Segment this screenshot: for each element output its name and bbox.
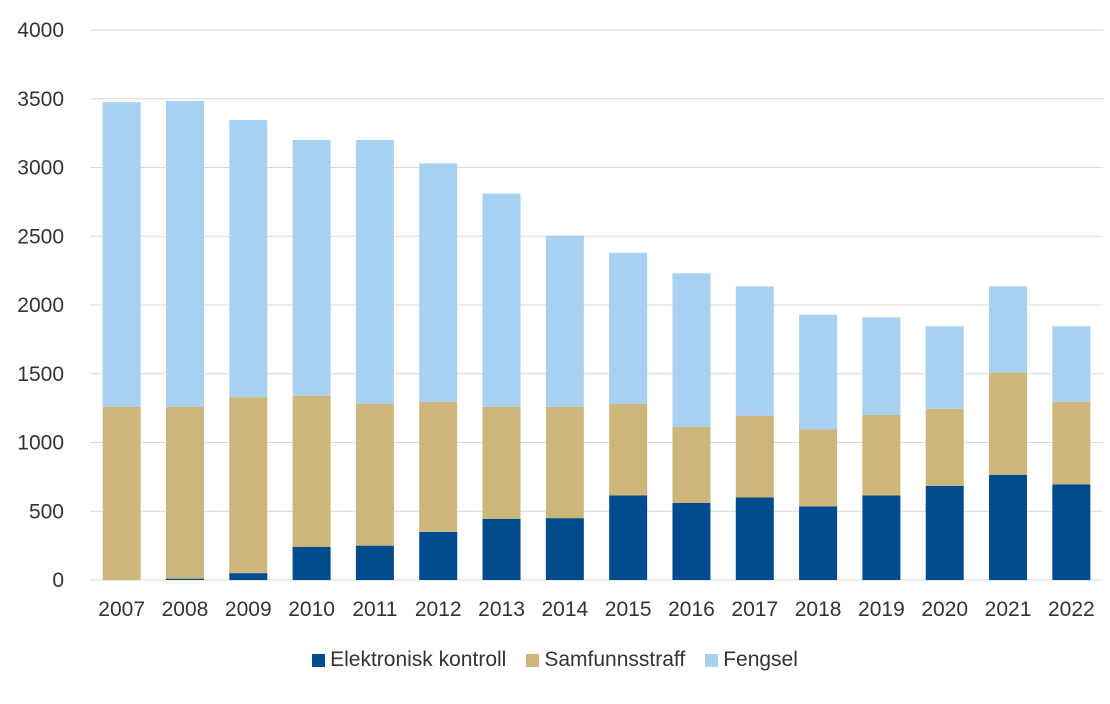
y-tick-label: 2000 bbox=[17, 294, 64, 317]
bar-fengsel-2011 bbox=[355, 140, 394, 404]
bar-fengsel-2017 bbox=[735, 286, 774, 416]
bar-fengsel-2007 bbox=[102, 102, 141, 407]
bar-fengsel-2009 bbox=[229, 120, 268, 398]
bar-fengsel-2014 bbox=[545, 235, 584, 407]
bar-fengsel-2018 bbox=[799, 314, 838, 430]
legend-swatch bbox=[526, 653, 540, 667]
bar-samfunnsstraff-2007 bbox=[102, 406, 141, 580]
bar-fengsel-2022 bbox=[1052, 326, 1091, 402]
x-tick-label: 2010 bbox=[288, 598, 335, 621]
x-tick-label: 2008 bbox=[162, 598, 209, 621]
bar-elektronisk-kontroll-2008 bbox=[165, 578, 204, 580]
x-tick-label: 2014 bbox=[541, 598, 588, 621]
bar-elektronisk-kontroll-2022 bbox=[1052, 484, 1091, 580]
legend-item: Samfunnsstraff bbox=[526, 648, 685, 672]
bar-samfunnsstraff-2016 bbox=[672, 426, 711, 503]
x-tick-label: 2020 bbox=[921, 598, 968, 621]
bar-elektronisk-kontroll-2011 bbox=[355, 545, 394, 580]
bar-elektronisk-kontroll-2021 bbox=[989, 474, 1028, 580]
bar-elektronisk-kontroll-2010 bbox=[292, 547, 331, 580]
bar-elektronisk-kontroll-2009 bbox=[229, 573, 268, 580]
bar-fengsel-2016 bbox=[672, 273, 711, 427]
x-tick-label: 2021 bbox=[985, 598, 1032, 621]
bar-samfunnsstraff-2013 bbox=[482, 406, 521, 519]
x-tick-label: 2012 bbox=[415, 598, 462, 621]
legend-label: Elektronisk kontroll bbox=[330, 648, 507, 671]
x-tick-label: 2011 bbox=[352, 598, 397, 621]
legend-swatch bbox=[705, 653, 719, 667]
bar-elektronisk-kontroll-2020 bbox=[925, 485, 964, 580]
x-tick-label: 2017 bbox=[731, 598, 778, 621]
x-tick-label: 2013 bbox=[478, 598, 525, 621]
bar-fengsel-2020 bbox=[925, 326, 964, 409]
bar-samfunnsstraff-2019 bbox=[862, 415, 901, 496]
bar-elektronisk-kontroll-2014 bbox=[545, 518, 584, 580]
bar-fengsel-2021 bbox=[989, 286, 1028, 373]
legend-swatch bbox=[312, 653, 326, 667]
bar-samfunnsstraff-2020 bbox=[925, 408, 964, 486]
x-axis-ticks: 2007 2008 2009 2010 2011 2012 2013 2014 2015 2016… bbox=[98, 598, 1094, 621]
legend-label: Fengsel bbox=[723, 648, 798, 671]
bar-fengsel-2015 bbox=[609, 252, 648, 404]
y-tick-label: 0 bbox=[52, 569, 64, 592]
bar-samfunnsstraff-2008 bbox=[165, 406, 204, 579]
bar-fengsel-2019 bbox=[862, 317, 901, 415]
bar-fengsel-2012 bbox=[419, 163, 458, 402]
legend: Elektronisk kontroll Samfunnsstraff Fengse… bbox=[0, 648, 1110, 672]
bar-elektronisk-kontroll-2019 bbox=[862, 495, 901, 580]
x-tick-label: 2016 bbox=[668, 598, 715, 621]
legend-item: Fengsel bbox=[705, 648, 798, 672]
bar-samfunnsstraff-2018 bbox=[799, 429, 838, 507]
bars bbox=[102, 100, 1091, 580]
bar-elektronisk-kontroll-2012 bbox=[419, 531, 458, 580]
y-tick-label: 1000 bbox=[17, 432, 64, 455]
y-tick-label: 3000 bbox=[17, 157, 64, 180]
bar-samfunnsstraff-2012 bbox=[419, 401, 458, 532]
x-tick-label: 2015 bbox=[605, 598, 652, 621]
y-tick-label: 3500 bbox=[17, 88, 64, 111]
legend-label: Samfunnsstraff bbox=[544, 648, 686, 671]
bar-elektronisk-kontroll-2018 bbox=[799, 506, 838, 580]
bar-samfunnsstraff-2014 bbox=[545, 406, 584, 519]
x-tick-label: 2022 bbox=[1048, 598, 1095, 621]
x-tick-label: 2009 bbox=[225, 598, 272, 621]
bar-samfunnsstraff-2017 bbox=[735, 415, 774, 498]
bar-fengsel-2010 bbox=[292, 140, 331, 396]
y-axis-ticks: 0 500 1000 1500 2000 2500 3000 3500 4000 bbox=[17, 19, 64, 592]
bar-elektronisk-kontroll-2015 bbox=[609, 495, 648, 580]
y-tick-label: 1500 bbox=[17, 363, 64, 386]
bar-samfunnsstraff-2010 bbox=[292, 395, 331, 547]
bar-samfunnsstraff-2015 bbox=[609, 404, 648, 496]
bar-elektronisk-kontroll-2013 bbox=[482, 518, 521, 580]
bar-samfunnsstraff-2011 bbox=[355, 404, 394, 546]
bar-elektronisk-kontroll-2016 bbox=[672, 503, 711, 580]
y-tick-label: 4000 bbox=[17, 19, 64, 42]
bar-fengsel-2008 bbox=[165, 100, 204, 407]
y-tick-label: 500 bbox=[29, 500, 64, 523]
x-tick-label: 2007 bbox=[98, 598, 145, 621]
bar-samfunnsstraff-2021 bbox=[989, 372, 1028, 475]
bar-fengsel-2013 bbox=[482, 193, 521, 407]
bar-samfunnsstraff-2009 bbox=[229, 397, 268, 574]
bar-elektronisk-kontroll-2017 bbox=[735, 497, 774, 580]
y-tick-label: 2500 bbox=[17, 225, 64, 248]
bar-samfunnsstraff-2022 bbox=[1052, 401, 1091, 485]
x-tick-label: 2019 bbox=[858, 598, 905, 621]
legend-item: Elektronisk kontroll bbox=[312, 648, 506, 672]
x-tick-label: 2018 bbox=[795, 598, 842, 621]
